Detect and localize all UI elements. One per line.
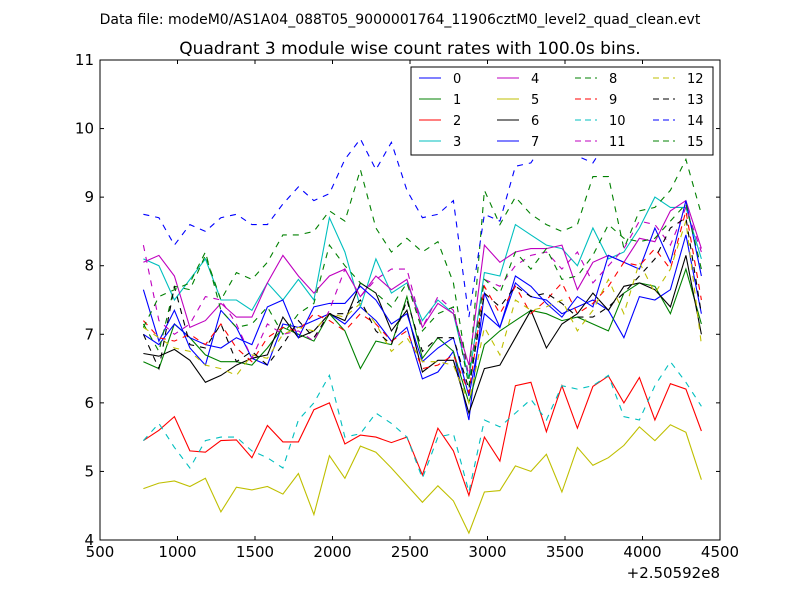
- x-tick-label: 500: [86, 543, 115, 561]
- series-line-2: [143, 375, 702, 498]
- x-offset-label: +2.50592e8: [627, 564, 720, 582]
- series-line-1: [143, 267, 702, 405]
- legend-label-10: 10: [609, 114, 626, 129]
- legend-label-8: 8: [609, 72, 617, 87]
- legend-box: [410, 66, 714, 156]
- x-tick-label: 2000: [313, 543, 351, 561]
- series-line-15: [142, 202, 702, 386]
- legend-label-13: 13: [687, 93, 704, 108]
- legend-label-4: 4: [531, 72, 539, 87]
- legend-label-14: 14: [687, 114, 704, 129]
- y-tick-label: 9: [84, 188, 94, 206]
- legend-label-11: 11: [609, 135, 626, 150]
- legend-label-6: 6: [531, 114, 539, 129]
- y-tick-label: 11: [75, 51, 94, 69]
- legend-label-15: 15: [687, 135, 704, 150]
- series-line-11: [142, 205, 702, 376]
- x-tick-label: 3000: [468, 543, 506, 561]
- series-line-9: [142, 210, 702, 395]
- series-line-10: [142, 360, 702, 493]
- legend-label-7: 7: [531, 135, 539, 150]
- x-tick-label: 1000: [158, 543, 196, 561]
- series-layer: [142, 97, 702, 535]
- legend-label-5: 5: [531, 93, 539, 108]
- x-tick-label: 4500: [701, 543, 739, 561]
- legend-label-1: 1: [453, 93, 461, 108]
- series-line-13: [142, 216, 702, 390]
- series-line-5: [143, 424, 702, 535]
- y-tick-label: 10: [75, 120, 94, 138]
- y-tick-label: 7: [84, 325, 94, 343]
- legend-label-0: 0: [453, 72, 461, 87]
- chart-title: Quadrant 3 module wise count rates with …: [179, 39, 640, 59]
- series-line-12: [143, 220, 702, 405]
- legend-label-12: 12: [687, 72, 704, 87]
- y-tick-label: 5: [84, 462, 94, 480]
- x-tick-label: 4000: [623, 543, 661, 561]
- y-tick-label: 6: [84, 394, 94, 412]
- legend-label-9: 9: [609, 93, 617, 108]
- series-line-8: [142, 157, 702, 379]
- y-tick-label: 8: [84, 257, 94, 275]
- x-tick-label: 3500: [546, 543, 584, 561]
- series-line-6: [143, 255, 702, 415]
- tick-layer: 500 1000 1500 2000 2500 3000 3500 4000 4500 4 5 6 7 8…: [75, 51, 739, 561]
- legend-label-2: 2: [453, 114, 461, 129]
- x-tick-label: 2500: [391, 543, 429, 561]
- y-tick-label: 4: [84, 531, 94, 549]
- x-tick-label: 1500: [236, 543, 274, 561]
- series-line-3: [143, 196, 702, 380]
- series-line-7: [143, 200, 702, 397]
- chart-suptitle: Data file: modeM0/AS1A04_088T05_90000017…: [100, 12, 701, 28]
- legend-label-3: 3: [453, 135, 461, 150]
